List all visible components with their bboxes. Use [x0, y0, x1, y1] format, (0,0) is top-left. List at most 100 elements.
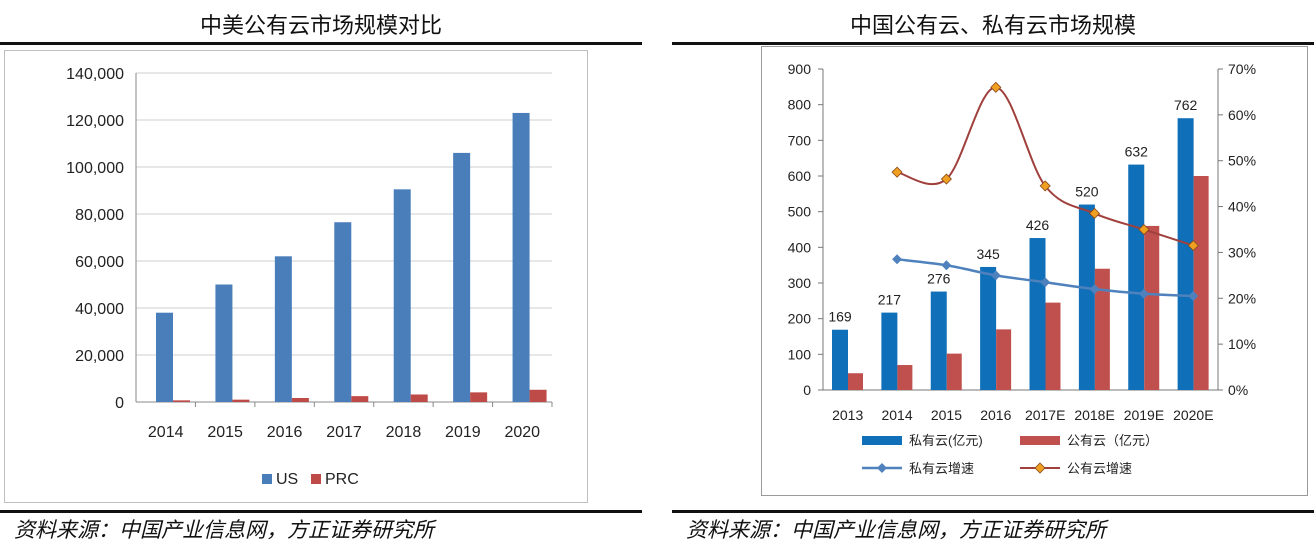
legend-label-public-bar: 公有云（亿元）: [1067, 433, 1158, 448]
bar-data-label: 276: [927, 271, 951, 287]
marker-public-growth: [1187, 239, 1199, 252]
bar-public-cloud: [1193, 176, 1209, 390]
left-source-rule: [0, 510, 642, 513]
right-figure-title: 中国公有云、私有云市场规模: [849, 14, 1136, 39]
bar-data-label: 426: [1026, 217, 1050, 233]
china-cloud-chart-frame: 0 100 200 300 400 500 600 700 800 900 0% 10% 20% 30% 4…: [761, 46, 1308, 496]
y-tick-label: 60,000: [75, 254, 124, 271]
bar-data-label: 520: [1075, 184, 1099, 200]
bar-public-cloud: [1045, 302, 1061, 390]
y-tick-label: 140,000: [66, 66, 124, 83]
bar-us: [215, 284, 233, 402]
x-tick-label: 2016: [980, 407, 1011, 423]
marker-public-growth: [990, 81, 1002, 93]
legend-marker-private-growth: [877, 463, 887, 473]
right-source-rule: [672, 510, 1314, 513]
bar-private-cloud: [930, 291, 947, 390]
bar-public-cloud: [1144, 225, 1160, 390]
bar-us: [393, 189, 411, 402]
right-title-rule: [672, 42, 1314, 45]
y-left-tick-label: 500: [788, 204, 812, 220]
x-tick-label: 2017E: [1025, 407, 1065, 423]
marker-private-growth: [1040, 277, 1051, 288]
bar-prc: [410, 394, 428, 402]
bar-data-label: 345: [976, 246, 1000, 262]
marker-public-growth: [1138, 223, 1150, 236]
bar-private-cloud: [980, 266, 997, 390]
y-left-tick-label: 400: [788, 239, 812, 255]
bar-public-cloud: [897, 365, 913, 390]
legend-swatch-us: [262, 474, 272, 484]
legend-label-private-bar: 私有云(亿元): [909, 433, 983, 448]
y-left-tick-label: 600: [788, 168, 812, 184]
bar-prc: [470, 392, 488, 402]
x-tick-label: 2018E: [1074, 407, 1114, 423]
x-tick-label: 2014: [148, 424, 184, 441]
legend-label-prc: PRC: [325, 471, 359, 488]
marker-public-growth: [940, 173, 953, 185]
y-right-tick-label: 30%: [1228, 244, 1256, 260]
y-tick-label: 80,000: [75, 207, 124, 224]
y-right-tick-label: 60%: [1228, 107, 1256, 123]
y-left-tick-label: 200: [788, 311, 812, 327]
legend-marker-public-growth: [1034, 462, 1046, 474]
bar-data-label: 169: [828, 309, 852, 325]
bar-prc: [529, 389, 547, 402]
y-left-tick-label: 900: [788, 61, 812, 77]
y-tick-label: 20,000: [75, 348, 124, 365]
bar-private-cloud: [832, 329, 848, 390]
marker-private-growth: [892, 254, 903, 265]
marker-private-growth: [1188, 290, 1199, 301]
bar-us: [156, 312, 173, 402]
y-right-tick-label: 50%: [1228, 153, 1256, 169]
x-tick-label: 2014: [881, 407, 912, 423]
us-prc-chart-frame: 0 20,000 40,000 60,000 80,000 100,000 120,000 1…: [4, 50, 588, 503]
bar-data-label: 762: [1174, 97, 1198, 113]
bar-prc: [291, 398, 309, 402]
bar-prc: [351, 396, 369, 402]
bar-public-cloud: [1094, 268, 1110, 390]
x-tick-label: 2020: [504, 424, 540, 441]
y-right-tick-label: 20%: [1228, 290, 1256, 306]
y-left-tick-label: 300: [788, 275, 812, 291]
bar-public-cloud: [848, 373, 863, 390]
y-tick-label: 0: [115, 395, 124, 412]
x-tick-label: 2016: [267, 424, 303, 441]
bar-us: [334, 222, 352, 402]
marker-public-growth: [891, 166, 903, 178]
left-figure-title: 中美公有云市场规模对比: [199, 14, 442, 39]
y-right-tick-label: 0%: [1228, 382, 1248, 398]
legend-label-us: US: [276, 471, 298, 488]
y-left-tick-label: 800: [788, 97, 812, 113]
x-tick-label: 2020E: [1173, 407, 1213, 423]
legend-label-public-growth: 公有云增速: [1067, 461, 1132, 476]
bar-us: [453, 152, 471, 402]
bar-private-cloud: [1128, 164, 1145, 390]
marker-public-growth: [1088, 207, 1101, 220]
marker-private-growth: [1138, 288, 1149, 299]
x-tick-label: 2018: [386, 424, 422, 441]
marker-private-growth: [941, 260, 952, 271]
y-tick-label: 120,000: [66, 113, 124, 130]
x-tick-label: 2015: [931, 407, 962, 423]
right-source-note: 资料来源：中国产业信息网，方正证券研究所: [686, 518, 1106, 542]
x-tick-label: 2017: [326, 424, 362, 441]
legend-swatch-prc: [311, 474, 321, 484]
legend-label-private-growth: 私有云增速: [909, 461, 974, 476]
marker-private-growth: [1089, 284, 1100, 295]
x-tick-label: 2019: [445, 424, 481, 441]
y-left-tick-label: 100: [788, 346, 812, 362]
y-left-tick-label: 700: [788, 132, 812, 148]
right-figure-panel: 中国公有云、私有云市场规模 0 100 200 300 400 500 600 700 800 9…: [672, 0, 1314, 550]
bar-private-cloud: [1029, 238, 1046, 390]
bar-us: [274, 256, 292, 402]
y-right-tick-label: 10%: [1228, 336, 1256, 352]
marker-public-growth: [1039, 180, 1051, 192]
bar-private-cloud: [881, 312, 898, 390]
bar-prc: [232, 399, 250, 402]
bar-private-cloud: [1177, 118, 1194, 390]
x-tick-label: 2019E: [1124, 407, 1164, 423]
bar-data-label: 217: [878, 292, 902, 308]
left-title-rule: [0, 42, 642, 45]
bar-prc: [173, 400, 190, 402]
